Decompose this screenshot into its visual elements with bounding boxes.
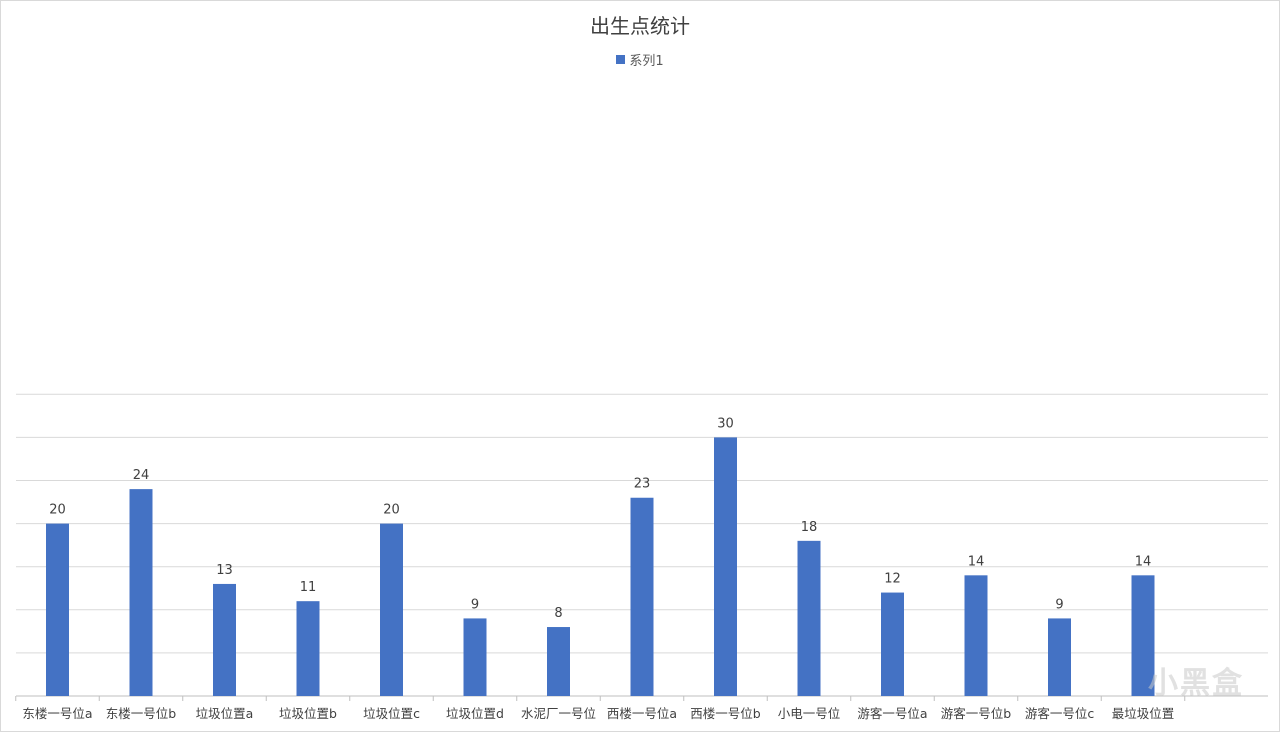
category-label: 游客一号位c bbox=[1025, 706, 1095, 721]
data-label: 18 bbox=[801, 520, 818, 535]
category-label: 小电一号位 bbox=[778, 706, 841, 721]
bar bbox=[797, 540, 821, 696]
bar bbox=[380, 523, 403, 696]
category-label: 垃圾位置b bbox=[279, 706, 337, 721]
bar bbox=[296, 601, 320, 696]
category-label: 东楼一号位b bbox=[106, 706, 177, 721]
data-label: 14 bbox=[968, 554, 985, 569]
data-label: 20 bbox=[49, 503, 66, 518]
data-label: 13 bbox=[216, 563, 233, 578]
bar bbox=[129, 489, 153, 696]
chart-title: 出生点统计 bbox=[590, 14, 690, 38]
bar bbox=[463, 618, 487, 696]
category-label: 西楼一号位a bbox=[607, 706, 677, 721]
category-label: 游客一号位a bbox=[857, 706, 927, 721]
watermark-logo: 小黑盒 bbox=[1148, 666, 1244, 701]
category-label: 最垃圾位置 bbox=[1112, 706, 1175, 721]
bar bbox=[213, 583, 236, 696]
category-label: 水泥厂一号位 bbox=[521, 706, 596, 721]
bar bbox=[1048, 618, 1071, 696]
category-label: 西楼一号位b bbox=[690, 706, 761, 721]
legend-label: 系列1 bbox=[629, 54, 664, 69]
category-label: 垃圾位置d bbox=[446, 706, 504, 721]
bar bbox=[1131, 575, 1155, 696]
bar bbox=[46, 523, 69, 696]
bar bbox=[714, 437, 737, 696]
legend-swatch bbox=[616, 55, 626, 64]
data-label: 20 bbox=[383, 503, 400, 518]
data-label: 23 bbox=[634, 477, 651, 492]
bar bbox=[630, 497, 654, 696]
data-label: 9 bbox=[471, 597, 479, 612]
data-label: 14 bbox=[1135, 554, 1152, 569]
data-label: 24 bbox=[133, 468, 150, 483]
data-label: 9 bbox=[1055, 597, 1063, 612]
bar bbox=[547, 627, 570, 696]
bar bbox=[964, 575, 988, 696]
category-label: 垃圾位置c bbox=[363, 706, 420, 721]
data-label: 11 bbox=[300, 580, 317, 595]
chart-legend: 系列1 bbox=[0, 50, 1280, 69]
bar bbox=[881, 592, 904, 696]
data-label: 8 bbox=[554, 606, 562, 621]
data-label: 30 bbox=[717, 416, 734, 431]
category-label: 垃圾位置a bbox=[196, 706, 254, 721]
category-label: 东楼一号位a bbox=[22, 706, 92, 721]
data-label: 12 bbox=[884, 572, 901, 587]
category-label: 游客一号位b bbox=[941, 706, 1012, 721]
